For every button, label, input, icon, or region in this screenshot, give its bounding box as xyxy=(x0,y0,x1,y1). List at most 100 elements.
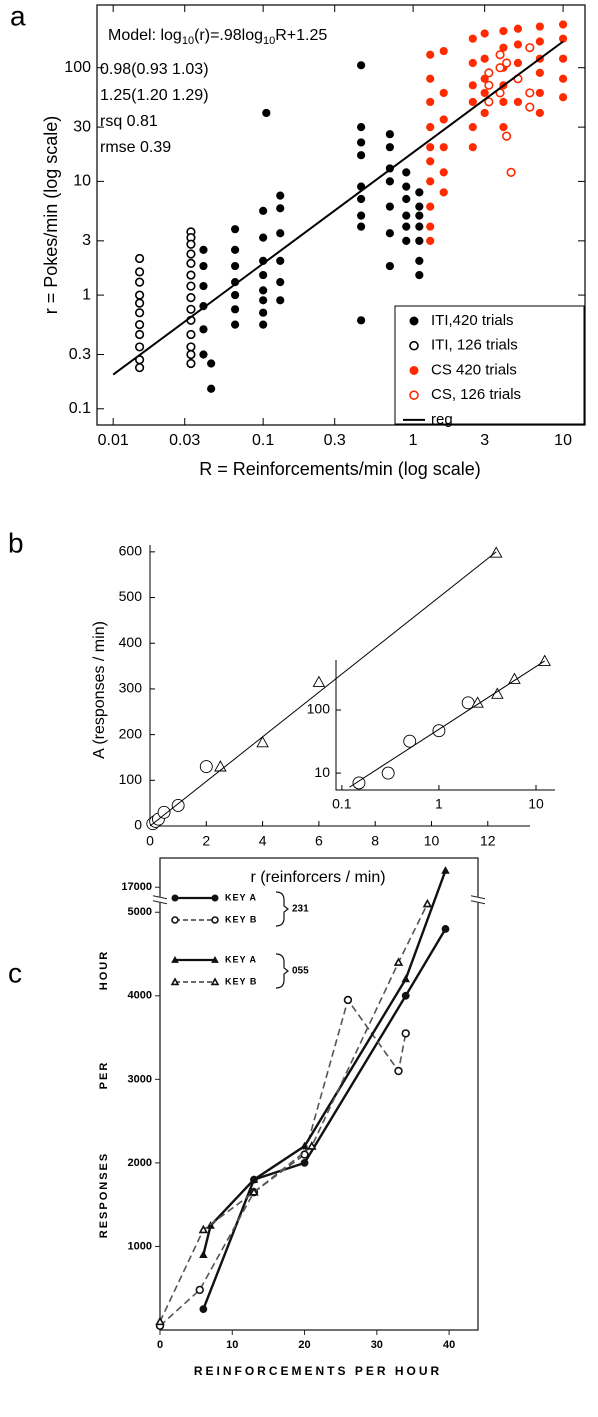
marker xyxy=(134,298,145,308)
x-tick-label: 6 xyxy=(315,833,323,849)
y-tick-label: 2000 xyxy=(128,1157,152,1169)
x-tick-label: 10 xyxy=(528,796,544,812)
marker xyxy=(558,74,568,83)
marker xyxy=(195,1285,204,1295)
legend-label: KEY B xyxy=(225,914,257,924)
axis-break xyxy=(470,895,486,900)
marker xyxy=(491,687,504,699)
x-tick-label: 0 xyxy=(146,833,154,849)
legend-label: KEY B xyxy=(225,976,257,986)
marker xyxy=(535,108,544,118)
marker xyxy=(357,316,366,325)
marker xyxy=(357,211,366,220)
annotation: 0.98(0.93 1.03) xyxy=(100,61,209,78)
inset-axes xyxy=(335,660,555,791)
x-tick-label: 12 xyxy=(480,833,496,849)
marker xyxy=(385,229,394,238)
marker xyxy=(262,108,271,118)
marker xyxy=(259,270,268,280)
marker xyxy=(214,760,227,772)
marker xyxy=(199,1305,208,1314)
marker xyxy=(439,188,448,197)
legend-marker xyxy=(170,977,180,986)
marker xyxy=(259,320,268,329)
y-tick-label: 100 xyxy=(64,59,91,76)
plot-frame xyxy=(96,4,586,426)
panel-label: c xyxy=(8,957,22,988)
marker xyxy=(480,108,489,118)
x-tick-label: 4 xyxy=(259,833,267,849)
marker xyxy=(513,58,523,68)
line xyxy=(349,660,545,788)
x-tick-label: 1 xyxy=(435,796,443,812)
marker xyxy=(357,138,366,147)
marker xyxy=(357,123,366,132)
marker xyxy=(402,211,411,220)
y-tick-label: 600 xyxy=(119,543,143,559)
x-axis-label: r (reinforcers / min) xyxy=(250,869,385,886)
legend-marker xyxy=(211,916,219,924)
marker xyxy=(343,995,353,1005)
marker xyxy=(441,866,450,874)
marker xyxy=(134,290,145,300)
axis-break xyxy=(154,896,166,903)
marker xyxy=(198,1224,209,1234)
marker xyxy=(186,281,196,291)
marker xyxy=(385,130,394,139)
legend-label: ITI, 126 trials xyxy=(431,337,518,354)
legend-bracket xyxy=(275,891,289,927)
y-axis-label: HOUR xyxy=(98,950,110,990)
x-tick-label: 0.03 xyxy=(169,432,200,449)
marker xyxy=(230,320,240,329)
marker xyxy=(495,50,505,60)
marker xyxy=(426,177,435,186)
marker xyxy=(480,88,489,98)
y-tick-label: 0.1 xyxy=(69,400,91,417)
x-tick-label: 0.3 xyxy=(324,432,346,449)
marker xyxy=(230,225,240,234)
marker xyxy=(259,286,268,295)
marker xyxy=(199,245,208,254)
marker xyxy=(513,40,523,49)
marker xyxy=(276,296,285,305)
legend-marker xyxy=(409,390,419,400)
marker xyxy=(499,26,508,36)
marker xyxy=(468,143,477,152)
annotation: rmse 0.39 xyxy=(100,139,171,156)
marker xyxy=(439,168,448,177)
line xyxy=(159,903,429,1322)
marker xyxy=(401,991,410,1000)
axis-break xyxy=(472,896,484,903)
marker xyxy=(230,245,240,254)
marker xyxy=(312,675,326,687)
marker xyxy=(357,194,366,204)
marker xyxy=(401,974,410,983)
legend-marker xyxy=(409,316,419,326)
marker xyxy=(439,115,448,124)
marker xyxy=(357,151,366,160)
y-tick-label: 10 xyxy=(73,173,91,190)
marker xyxy=(357,61,366,70)
marker xyxy=(415,236,424,245)
marker xyxy=(468,34,477,43)
x-tick-label: 30 xyxy=(371,1339,383,1351)
x-tick-label: 0.1 xyxy=(252,432,274,449)
marker xyxy=(426,123,435,132)
marker xyxy=(230,261,240,271)
marker xyxy=(276,191,285,200)
x-tick-label: 10 xyxy=(424,833,440,849)
y-tick-label: 3 xyxy=(82,232,91,249)
marker xyxy=(535,37,544,46)
annotation-part: 10 xyxy=(182,35,194,47)
y-tick-label: 4000 xyxy=(128,990,152,1002)
legend-marker xyxy=(171,894,179,902)
marker xyxy=(381,766,395,780)
legend-group: 055 xyxy=(292,966,309,977)
legend-marker xyxy=(171,916,179,924)
marker xyxy=(300,1141,309,1150)
marker xyxy=(134,253,145,264)
marker xyxy=(207,359,216,368)
marker xyxy=(495,63,505,73)
axis-break xyxy=(152,900,168,905)
